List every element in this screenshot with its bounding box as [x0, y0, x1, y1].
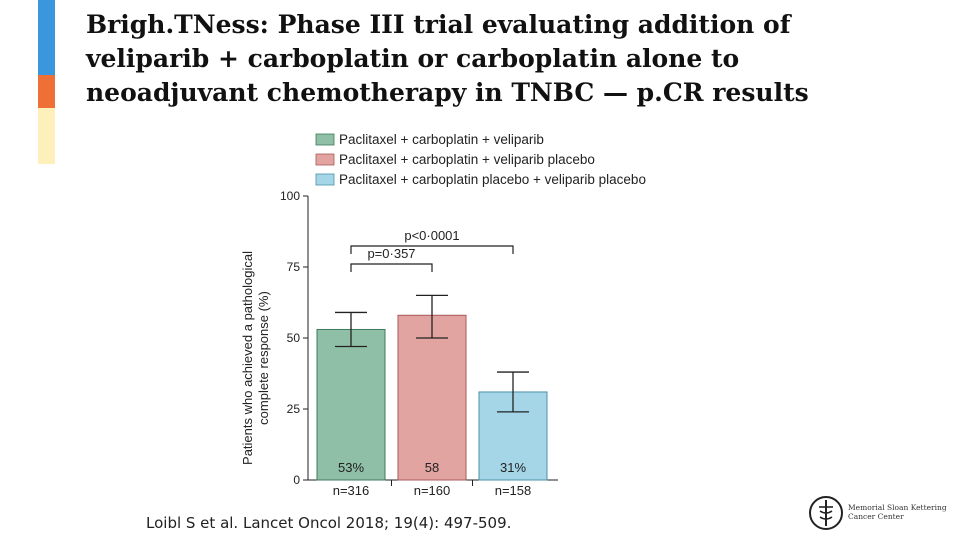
bar-n-label-3: n=158: [495, 483, 532, 498]
bar-2: [397, 314, 467, 481]
y-tick-label-0: 0: [293, 473, 300, 487]
accent-bar-orange: [38, 75, 55, 108]
logo-line-2: Cancer Center: [848, 512, 904, 521]
bar-n-label-1: n=316: [333, 483, 370, 498]
msk-logo: Memorial Sloan Kettering Cancer Center: [806, 492, 947, 534]
legend-swatch-1: [315, 133, 335, 146]
y-tick-label-100: 100: [280, 189, 300, 203]
significance-bracket-2: [350, 245, 514, 254]
title-line-1: Brigh.TNess: Phase III trial evaluating …: [86, 10, 791, 39]
y-axis-title-line-2: complete response (%): [256, 291, 271, 425]
bar-value-label-2: 58: [425, 460, 439, 475]
legend-label-2: Paclitaxel + carboplatin + veliparib pla…: [339, 152, 595, 167]
significance-bracket-1: [350, 263, 433, 272]
y-tick-label-50: 50: [287, 331, 301, 345]
bar-value-label-1: 53%: [338, 460, 364, 475]
bar-1: [316, 328, 386, 481]
y-tick-label-25: 25: [287, 402, 301, 416]
logo-line-1: Memorial Sloan Kettering: [848, 503, 947, 512]
citation: Loibl S et al. Lancet Oncol 2018; 19(4):…: [146, 514, 512, 532]
y-axis-title-line-1: Patients who achieved a pathological: [240, 251, 255, 465]
accent-bar-blue: [38, 0, 55, 75]
y-tick-label-75: 75: [287, 260, 301, 274]
slide-title: Brigh.TNess: Phase III trial evaluating …: [86, 8, 926, 110]
caduceus-icon: [809, 496, 843, 530]
legend-label-3: Paclitaxel + carboplatin placebo + velip…: [339, 172, 646, 187]
accent-bar-yellow: [38, 108, 55, 164]
p-value-label-2: p<0·0001: [404, 228, 459, 243]
bar-n-label-2: n=160: [414, 483, 451, 498]
p-value-label-1: p=0·357: [367, 246, 415, 261]
legend-label-1: Paclitaxel + carboplatin + veliparib: [339, 132, 544, 147]
title-line-2: veliparib + carboplatin or carboplatin a…: [86, 44, 740, 73]
bar-value-label-3: 31%: [500, 460, 526, 475]
legend-swatch-3: [315, 173, 335, 186]
title-line-3: neoadjuvant chemotherapy in TNBC — p.CR …: [86, 78, 809, 107]
logo-text: Memorial Sloan Kettering Cancer Center: [848, 503, 947, 521]
legend-swatch-2: [315, 153, 335, 166]
